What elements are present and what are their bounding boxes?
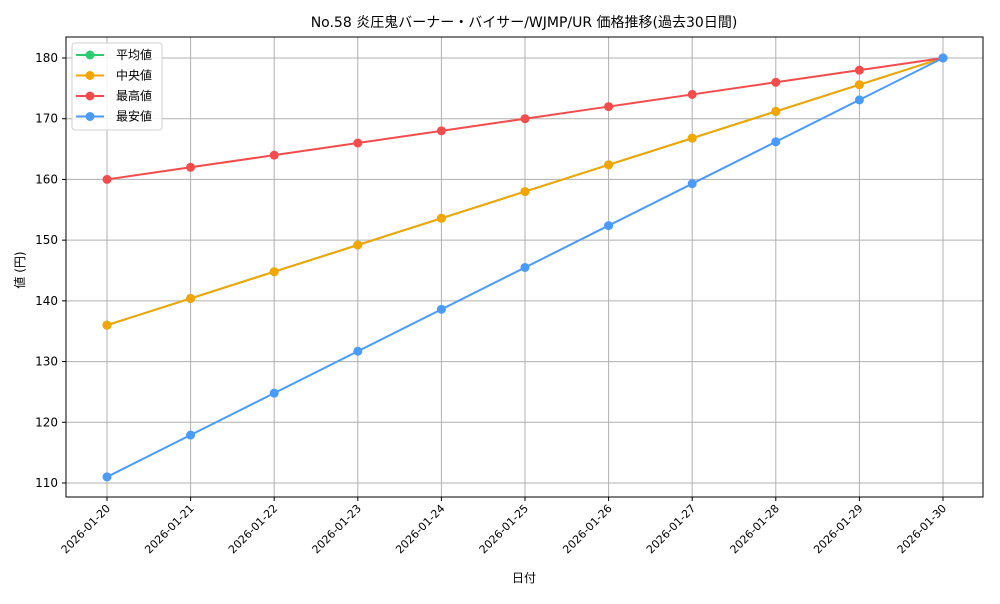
data-point bbox=[520, 114, 530, 124]
data-point bbox=[186, 293, 196, 303]
data-point bbox=[520, 262, 530, 272]
data-point bbox=[854, 95, 864, 105]
series-最安値 bbox=[102, 53, 948, 482]
series-最高値 bbox=[102, 53, 948, 184]
legend-item: 中央値 bbox=[76, 68, 152, 83]
data-point bbox=[604, 221, 614, 231]
data-point bbox=[771, 137, 781, 147]
data-point bbox=[938, 53, 948, 63]
data-point bbox=[353, 138, 363, 148]
x-tick-label: 2026-01-29 bbox=[811, 502, 865, 556]
x-tick-label: 2026-01-22 bbox=[226, 502, 280, 556]
data-point bbox=[353, 240, 363, 250]
y-tick-label: 150 bbox=[35, 233, 58, 247]
data-point bbox=[436, 304, 446, 314]
data-point bbox=[102, 320, 112, 330]
legend-marker-icon bbox=[85, 91, 95, 101]
data-point bbox=[604, 160, 614, 170]
data-point bbox=[854, 65, 864, 75]
y-tick-label: 180 bbox=[35, 51, 58, 65]
data-point bbox=[854, 80, 864, 90]
legend-label: 平均値 bbox=[116, 47, 152, 62]
legend-item: 平均値 bbox=[76, 47, 152, 62]
x-tick-label: 2026-01-27 bbox=[644, 502, 698, 556]
legend-item: 最高値 bbox=[76, 88, 152, 103]
data-point bbox=[604, 102, 614, 112]
x-tick-label: 2026-01-23 bbox=[310, 502, 364, 556]
x-tick-label: 2026-01-26 bbox=[560, 502, 614, 556]
y-tick-label: 110 bbox=[35, 476, 58, 490]
data-point bbox=[520, 187, 530, 197]
y-tick-label: 170 bbox=[35, 112, 58, 126]
data-point bbox=[186, 430, 196, 440]
x-tick-label: 2026-01-28 bbox=[728, 502, 782, 556]
series bbox=[102, 53, 948, 482]
data-point bbox=[687, 89, 697, 99]
legend-item: 最安値 bbox=[76, 109, 152, 124]
legend-marker-icon bbox=[85, 71, 95, 80]
x-tick-label: 2026-01-20 bbox=[59, 502, 113, 556]
axes: 110 120 130 140 150 160 170 180 2026-01-20 2026-0… bbox=[35, 36, 984, 556]
x-tick-label: 2026-01-24 bbox=[393, 502, 447, 556]
y-axis-label: 値 (円) bbox=[12, 251, 27, 288]
data-point bbox=[269, 388, 279, 398]
data-point bbox=[353, 346, 363, 356]
legend-marker-icon bbox=[85, 50, 95, 60]
data-point bbox=[102, 472, 112, 482]
data-point bbox=[269, 150, 279, 160]
y-tick-label: 140 bbox=[35, 294, 58, 308]
data-point bbox=[102, 174, 112, 184]
chart-title: No.58 炎圧鬼バーナー・バイサー/WJMP/UR 価格推移(過去30日間) bbox=[311, 15, 738, 31]
data-point bbox=[687, 133, 697, 143]
x-axis-label: 日付 bbox=[512, 571, 536, 585]
data-point bbox=[771, 77, 781, 87]
y-tick-label: 120 bbox=[35, 415, 58, 429]
y-tick-label: 130 bbox=[35, 355, 58, 369]
data-point bbox=[436, 126, 446, 136]
data-point bbox=[771, 106, 781, 116]
x-tick-label: 2026-01-21 bbox=[142, 502, 196, 556]
data-point bbox=[687, 179, 697, 189]
legend-box bbox=[71, 42, 163, 131]
data-point bbox=[436, 213, 446, 223]
legend-label: 中央値 bbox=[116, 68, 152, 83]
legend-marker-icon bbox=[85, 112, 95, 121]
data-point bbox=[186, 162, 196, 172]
legend-label: 最高値 bbox=[116, 88, 152, 103]
x-tick-label: 2026-01-30 bbox=[895, 502, 949, 556]
data-point bbox=[269, 267, 279, 277]
x-tick-label: 2026-01-25 bbox=[477, 502, 531, 556]
legend-label: 最安値 bbox=[116, 109, 152, 124]
y-tick-label: 160 bbox=[35, 172, 58, 186]
